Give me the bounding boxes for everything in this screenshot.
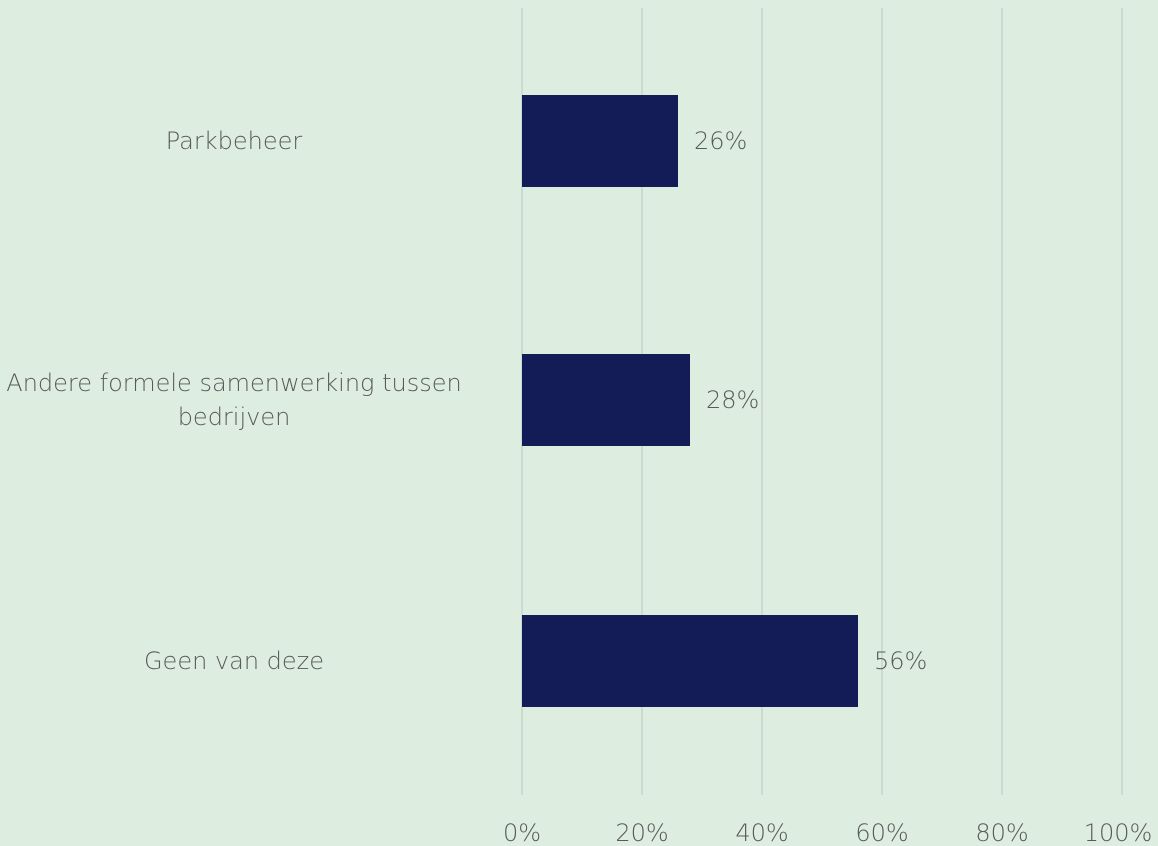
x-tick-label-1: 20%	[615, 819, 669, 846]
x-tick-label-2: 40%	[735, 819, 789, 846]
bar-0	[522, 95, 678, 187]
x-tick-label-5: 100%	[1083, 819, 1153, 846]
bar-2	[522, 615, 858, 707]
bar-1	[522, 354, 690, 446]
value-label-2: 56%	[874, 647, 928, 675]
category-label-line: Andere formele samenwerking tussen	[6, 369, 462, 397]
value-label-1: 28%	[706, 386, 760, 414]
x-tick-label-4: 80%	[975, 819, 1029, 846]
category-label-2: Geen van deze	[0, 644, 494, 678]
category-label-line: Geen van deze	[143, 647, 325, 675]
value-label-0: 26%	[694, 127, 748, 155]
x-tick-label-0: 0%	[502, 819, 542, 846]
category-label-0: Parkbeheer	[0, 124, 494, 158]
category-label-line: bedrijven	[177, 403, 291, 431]
x-tick-label-3: 60%	[855, 819, 909, 846]
category-label-1: Andere formele samenwerking tussen bedrij…	[0, 366, 494, 434]
category-label-line: Parkbeheer	[165, 127, 303, 155]
